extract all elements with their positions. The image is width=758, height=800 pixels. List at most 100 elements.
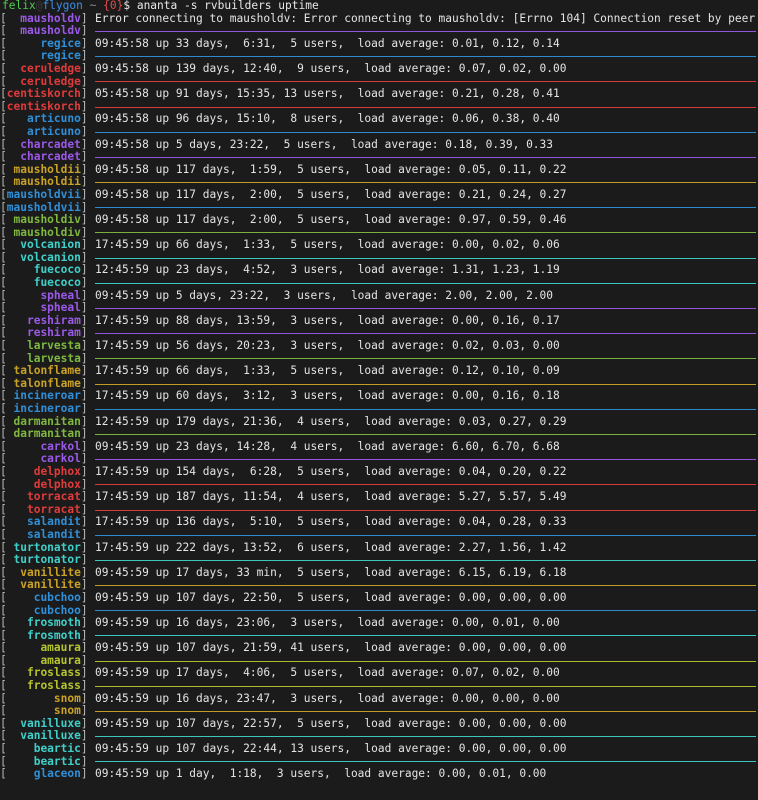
uptime-output-text: Error connecting to mausholdv: Error con… xyxy=(95,12,756,25)
prompt-space-2 xyxy=(130,0,137,13)
host-label-padding xyxy=(7,340,27,352)
bracket-close: ] xyxy=(80,289,88,302)
host-label-padding xyxy=(7,466,34,478)
host-label: [ spheal] xyxy=(0,290,90,303)
bracket-open: [ xyxy=(0,151,7,164)
separator-rule xyxy=(95,126,758,139)
host-output-line: [ amaura] 09:45:59 up 107 days, 21:59, 41… xyxy=(0,642,758,655)
host-label-padding xyxy=(7,113,27,125)
separator-rule-bar xyxy=(95,383,756,385)
host-name: vanillite xyxy=(20,579,81,592)
host-label: [ turtonator] xyxy=(0,542,90,555)
bracket-open: [ xyxy=(0,138,7,151)
bracket-close: ] xyxy=(80,125,88,138)
bracket-open: [ xyxy=(0,629,7,642)
prompt-username: felix xyxy=(2,0,36,12)
separator-rule-bar xyxy=(95,131,756,133)
separator-rule xyxy=(95,479,758,492)
output-rows: [ mausholdv] Error connecting to maushold… xyxy=(0,13,758,781)
host-label-padding xyxy=(7,730,20,742)
host-name: articuno xyxy=(26,125,81,138)
uptime-output-text: 17:45:59 up 60 days, 3:12, 3 users, load… xyxy=(95,390,560,403)
host-label: [ frosmoth] xyxy=(0,630,90,643)
separator-rule xyxy=(95,353,758,366)
separator-rule xyxy=(95,705,758,718)
host-name: beartic xyxy=(33,755,81,768)
bracket-open: [ xyxy=(0,692,7,705)
host-name: mausholdvii xyxy=(6,188,81,201)
bracket-open: [ xyxy=(0,491,7,504)
host-label: [ articuno] xyxy=(0,113,90,126)
host-label-padding xyxy=(7,718,20,730)
separator-rule xyxy=(95,252,758,265)
bracket-open: [ xyxy=(0,403,7,415)
uptime-output-text: 17:45:59 up 136 days, 5:10, 5 users, loa… xyxy=(95,516,567,529)
separator-rule-bar xyxy=(95,207,756,209)
bracket-close: ] xyxy=(80,100,88,113)
bracket-close: ] xyxy=(80,440,88,453)
host-output-line: [ snom] 09:45:59 up 16 days, 23:47, 3 use… xyxy=(0,693,758,706)
separator-rule-bar xyxy=(95,761,756,763)
host-output-line: [ delphox] 17:45:59 up 154 days, 6:28, 5 … xyxy=(0,466,758,479)
bracket-open: [ xyxy=(0,62,7,75)
bracket-close: ] xyxy=(80,37,88,50)
bracket-open: [ xyxy=(0,755,7,768)
host-name: mausholdii xyxy=(13,163,81,176)
host-label: [ snom] xyxy=(0,693,90,706)
bracket-close: ] xyxy=(80,163,88,176)
host-separator-line: [ darmanitan] xyxy=(0,428,758,441)
separator-rule-bar xyxy=(95,56,756,58)
bracket-open: [ xyxy=(0,654,7,667)
host-output-line: [mausholdvii] 09:45:58 up 117 days, 2:00,… xyxy=(0,189,758,202)
bracket-close: ] xyxy=(80,453,88,466)
host-label: [ charcadet] xyxy=(0,151,90,164)
uptime-output-text: 09:45:58 up 5 days, 23:22, 5 users, load… xyxy=(95,138,554,151)
host-name: spheal xyxy=(40,302,81,315)
prompt-exit-code: {0} xyxy=(103,0,124,12)
host-separator-line: [ ceruledge] xyxy=(0,76,758,89)
bracket-close: ] xyxy=(80,654,88,667)
separator-rule xyxy=(95,453,758,466)
host-label: [ salandit] xyxy=(0,529,90,542)
host-label-padding xyxy=(7,214,14,226)
host-label-padding xyxy=(7,642,41,654)
host-label: [ salandit] xyxy=(0,516,90,529)
host-separator-line: [ volcanion] xyxy=(0,252,758,265)
separator-rule xyxy=(95,554,758,567)
uptime-output-text: 09:45:59 up 17 days, 33 min, 5 users, lo… xyxy=(95,566,567,579)
uptime-output-text: 09:45:58 up 139 days, 12:40, 9 users, lo… xyxy=(95,62,567,75)
host-label-padding xyxy=(7,76,20,88)
bracket-open: [ xyxy=(0,377,7,390)
host-label-padding xyxy=(7,277,34,289)
host-name: delphox xyxy=(33,465,81,478)
host-name: fuecoco xyxy=(33,264,81,277)
host-label-padding xyxy=(7,63,20,75)
shell-prompt-line: felix @ flygon ~ {0} $ ananta -s rvbuilders… xyxy=(0,0,758,13)
host-separator-line: [ salandit] xyxy=(0,529,758,542)
uptime-output-text: 12:45:59 up 179 days, 21:36, 4 users, lo… xyxy=(95,415,567,428)
host-label: [ spheal] xyxy=(0,302,90,315)
host-label-padding xyxy=(7,176,14,188)
host-label: [ fuecoco] xyxy=(0,277,90,290)
host-label: [ mausholdv] xyxy=(0,13,90,26)
host-output-line: [ mausholdii] 09:45:58 up 117 days, 1:59,… xyxy=(0,164,758,177)
host-name: mausholdv xyxy=(20,12,81,25)
host-separator-line: [ charcadet] xyxy=(0,151,758,164)
bracket-close: ] xyxy=(80,617,88,630)
host-label-padding xyxy=(7,302,41,314)
host-output-line: [ mausholdiv] 09:45:58 up 117 days, 2:00,… xyxy=(0,214,758,227)
host-name: beartic xyxy=(33,743,81,756)
host-name: ceruledge xyxy=(20,62,81,75)
host-separator-line: [ mausholdii] xyxy=(0,176,758,189)
host-output-line: [ mausholdv] Error connecting to maushold… xyxy=(0,13,758,26)
bracket-open: [ xyxy=(0,75,7,88)
host-separator-line: [ fuecoco] xyxy=(0,277,758,290)
separator-rule xyxy=(95,529,758,542)
uptime-output-text: 05:45:58 up 91 days, 15:35, 13 users, lo… xyxy=(95,88,560,101)
bracket-open: [ xyxy=(0,201,7,214)
host-output-line: [ talonflame] 17:45:59 up 66 days, 1:33, … xyxy=(0,365,758,378)
uptime-output-text: 09:45:59 up 16 days, 23:47, 3 users, loa… xyxy=(95,692,560,705)
host-label-padding xyxy=(7,504,27,516)
bracket-close: ] xyxy=(80,554,88,567)
